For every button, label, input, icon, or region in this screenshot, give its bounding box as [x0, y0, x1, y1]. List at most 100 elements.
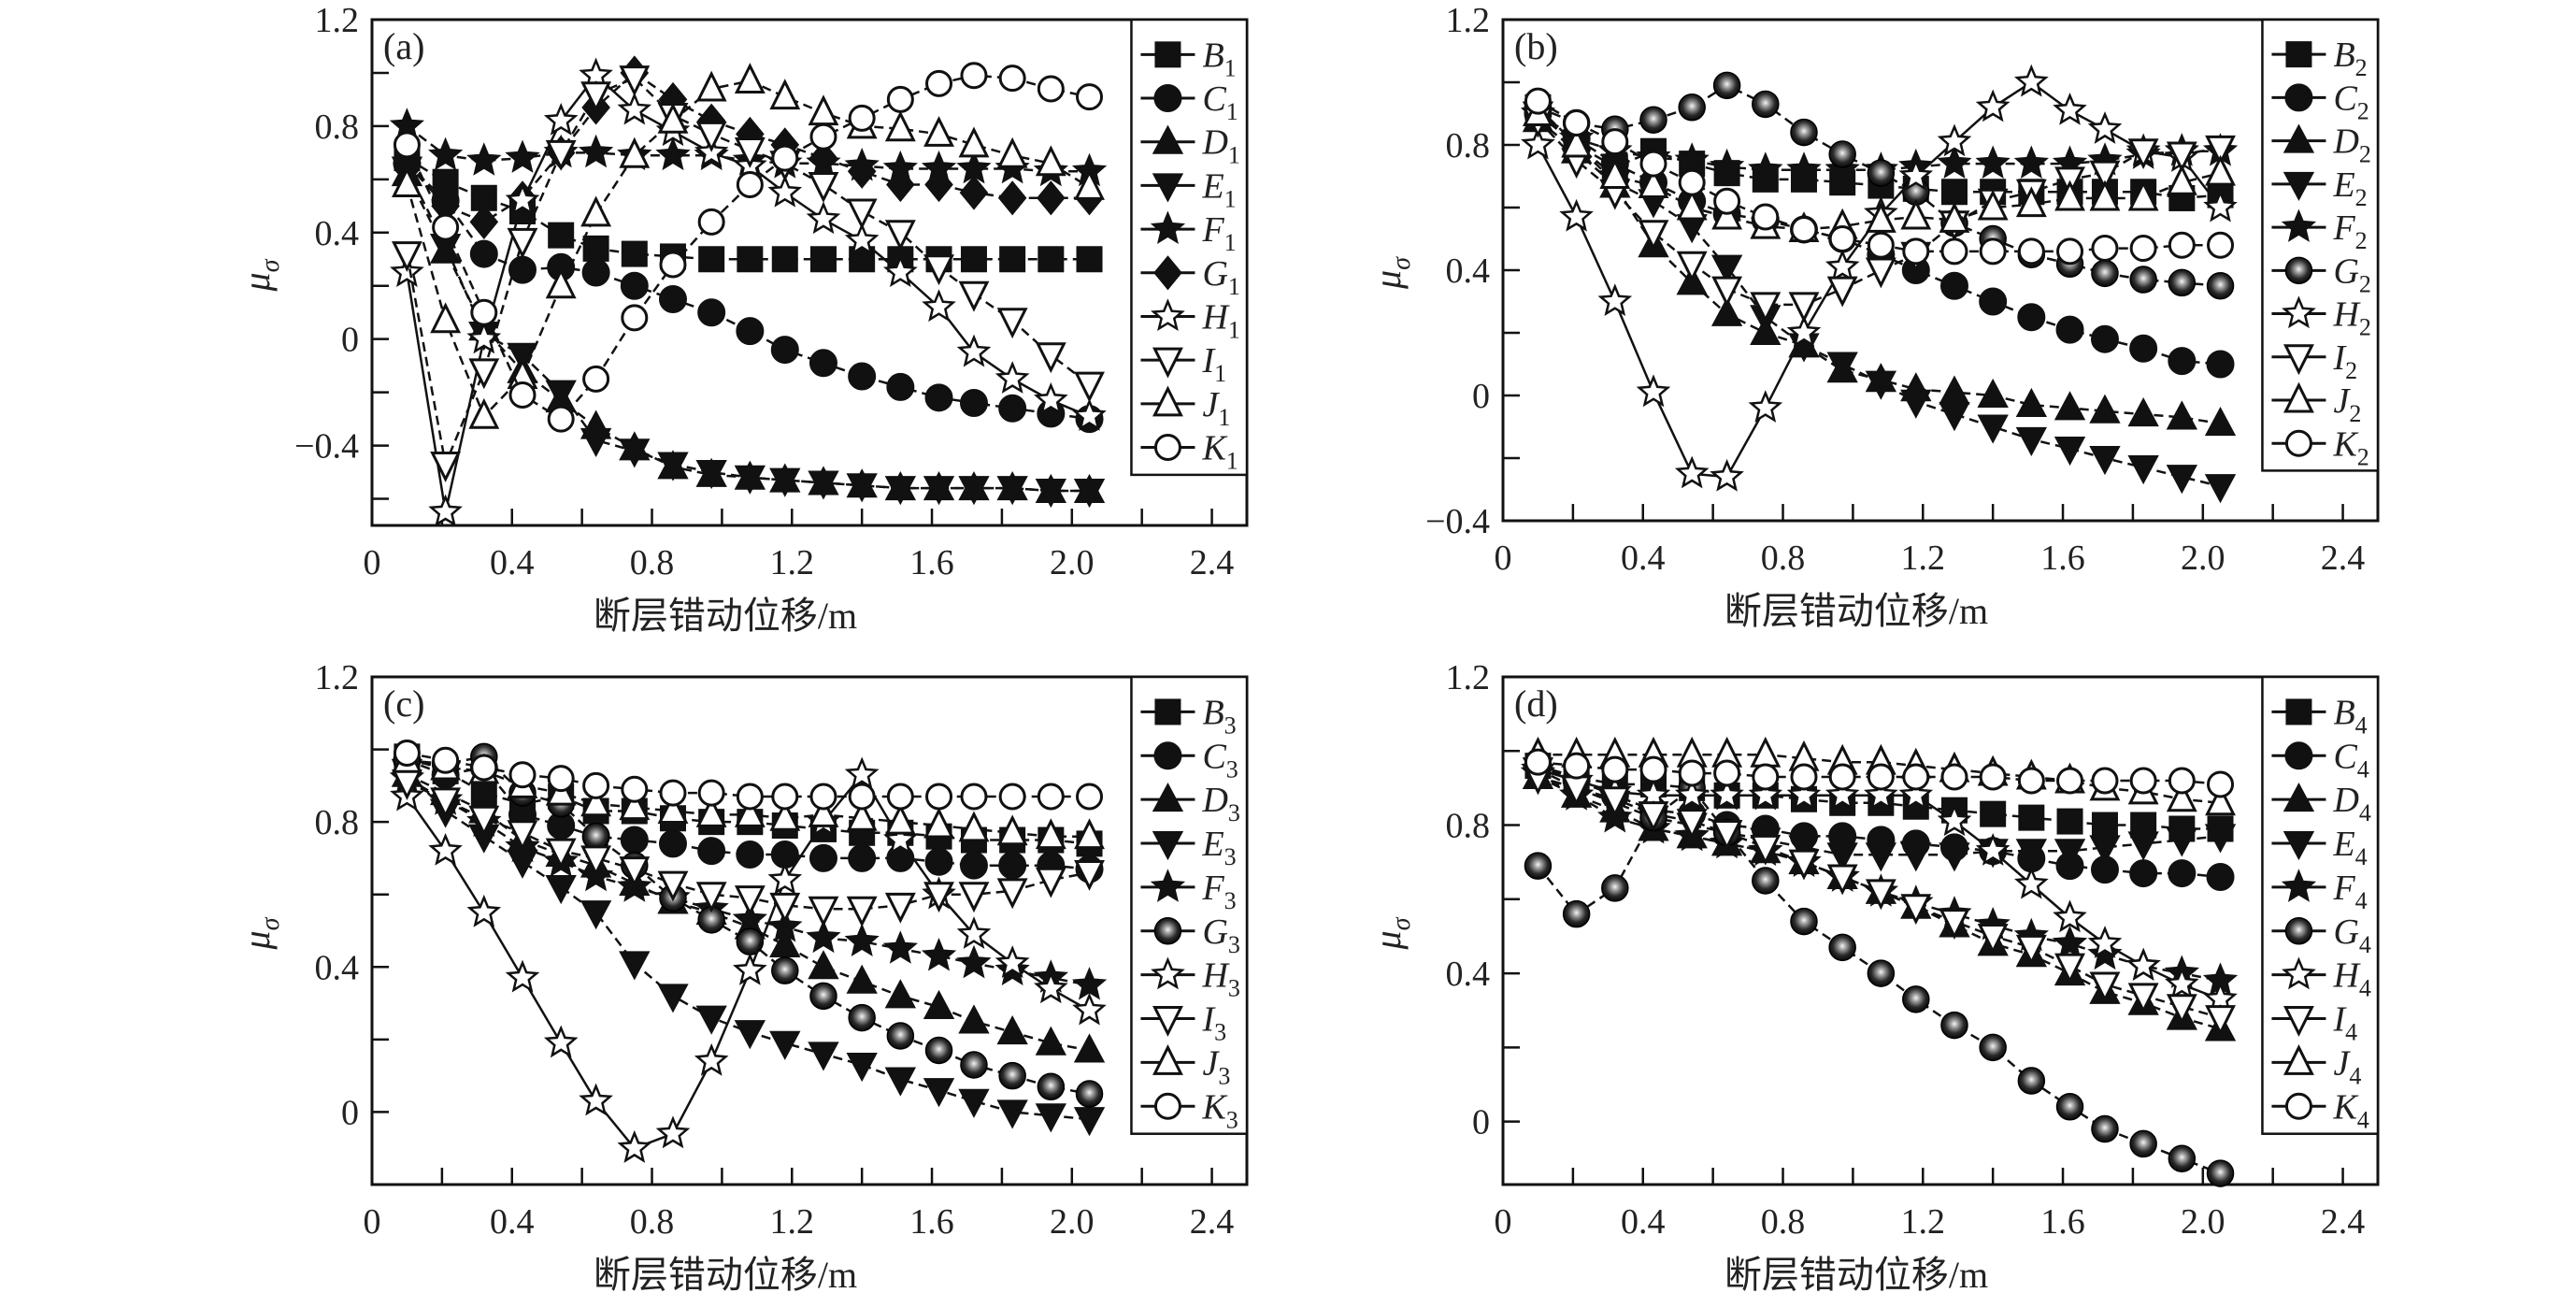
data-point [582, 235, 609, 262]
data-point [1752, 90, 1780, 119]
data-point [846, 964, 878, 994]
data-point [1750, 834, 1782, 866]
data-point [695, 797, 727, 827]
series-I3 [392, 769, 1105, 927]
data-point [1678, 168, 1706, 196]
data-point [2168, 231, 2196, 259]
legend-label: C4 [2333, 737, 2368, 783]
legend-label-sub: 3 [1228, 975, 1240, 1002]
data-point [1867, 959, 1896, 987]
legend-label-sub: 2 [2345, 357, 2357, 384]
data-point [1037, 1072, 1066, 1101]
data-point [769, 892, 801, 924]
panel-label: (a) [383, 25, 424, 67]
legend-item-B2: B2 [2271, 36, 2368, 81]
y-axis-title-main: μ [1367, 930, 1409, 950]
legend-label-name: K [2332, 424, 2358, 464]
x-tick-label: 0.4 [490, 543, 535, 582]
x-tick-label: 0.8 [1761, 539, 1806, 578]
x-tick-label: 1.6 [2040, 539, 2085, 578]
legend-item-J3: J3 [1140, 1043, 1230, 1089]
data-point [958, 1088, 990, 1118]
x-tick-label: 2.4 [2321, 539, 2366, 578]
legend-item-F1: F1 [1140, 210, 1237, 256]
legend-label-sub: 3 [1226, 755, 1238, 783]
data-point [2087, 926, 2123, 958]
legend-label: F1 [1201, 210, 1236, 256]
data-point [1825, 249, 1860, 282]
data-point [2015, 387, 2048, 418]
data-point [956, 944, 992, 979]
data-point [697, 298, 726, 327]
data-point [2207, 770, 2235, 798]
data-point [1676, 809, 1708, 840]
legend-label-sub: 2 [2355, 227, 2368, 254]
x-tick-label: 0.4 [1621, 1202, 1666, 1242]
legend-label: D1 [1201, 123, 1239, 169]
data-point [2056, 767, 2084, 795]
legend-label-sub: 4 [2359, 975, 2371, 1002]
data-point [432, 746, 460, 774]
data-point [808, 896, 839, 927]
legend-label-name: C [1202, 79, 1226, 119]
y-axis-title-sub: σ [256, 258, 285, 272]
series-J3 [392, 741, 1105, 850]
legend-marker [2283, 123, 2315, 153]
legend-label: E2 [2332, 165, 2367, 211]
data-point [507, 820, 538, 852]
data-point [959, 175, 989, 210]
data-point [655, 1115, 691, 1149]
legend-label-name: F [2332, 208, 2355, 248]
data-point [1939, 909, 1970, 940]
data-point [545, 380, 577, 409]
data-point [1977, 923, 2009, 955]
x-axis-title: 断层错动位移/m [1724, 1254, 1988, 1293]
data-point [846, 473, 878, 503]
legend-item-E4: E4 [2271, 825, 2368, 870]
data-point [2129, 235, 2157, 263]
legend-item-G2: G2 [2271, 251, 2371, 297]
data-point [468, 805, 500, 837]
data-point [1865, 842, 1897, 872]
data-point [2166, 400, 2198, 430]
data-point [923, 989, 955, 1019]
data-point [2125, 947, 2161, 981]
data-point [1979, 763, 2007, 791]
y-tick-label: 0.4 [1446, 251, 1491, 291]
data-point [1939, 375, 1970, 405]
data-point [2127, 455, 2159, 485]
legend-item-I4: I4 [2271, 1000, 2357, 1046]
plot-frame [1501, 18, 2380, 523]
legend-label-name: J [2333, 381, 2351, 421]
legend-marker [1154, 698, 1181, 726]
data-point [809, 246, 837, 273]
legend-label: J2 [2333, 381, 2361, 427]
legend-label-name: F [2332, 869, 2355, 908]
data-point [923, 807, 954, 839]
legend-label-sub: 2 [2359, 314, 2371, 341]
data-point [998, 394, 1027, 423]
legend-item-G4: G4 [2271, 912, 2371, 958]
data-point [846, 799, 878, 831]
data-point [809, 349, 837, 378]
legend-item-E1: E1 [1140, 166, 1237, 212]
data-point [1748, 777, 1783, 811]
data-point [470, 298, 498, 326]
data-point [1073, 478, 1106, 509]
legend-item-D2: D2 [2271, 122, 2371, 168]
legend-label: F2 [2332, 208, 2367, 254]
data-point [1826, 276, 1858, 308]
series-E3 [391, 758, 1106, 1137]
legend-item-E3: E3 [1140, 825, 1237, 870]
y-tick-label: −0.4 [294, 427, 359, 467]
data-point [1713, 759, 1741, 787]
legend-item-D3: D3 [1140, 781, 1240, 826]
data-point [2013, 64, 2049, 97]
x-tick-label: 2.0 [2181, 1202, 2225, 1242]
y-tick-label: 1.2 [1446, 658, 1491, 697]
x-tick-label: 0 [364, 1202, 381, 1242]
data-point [1979, 287, 2008, 316]
